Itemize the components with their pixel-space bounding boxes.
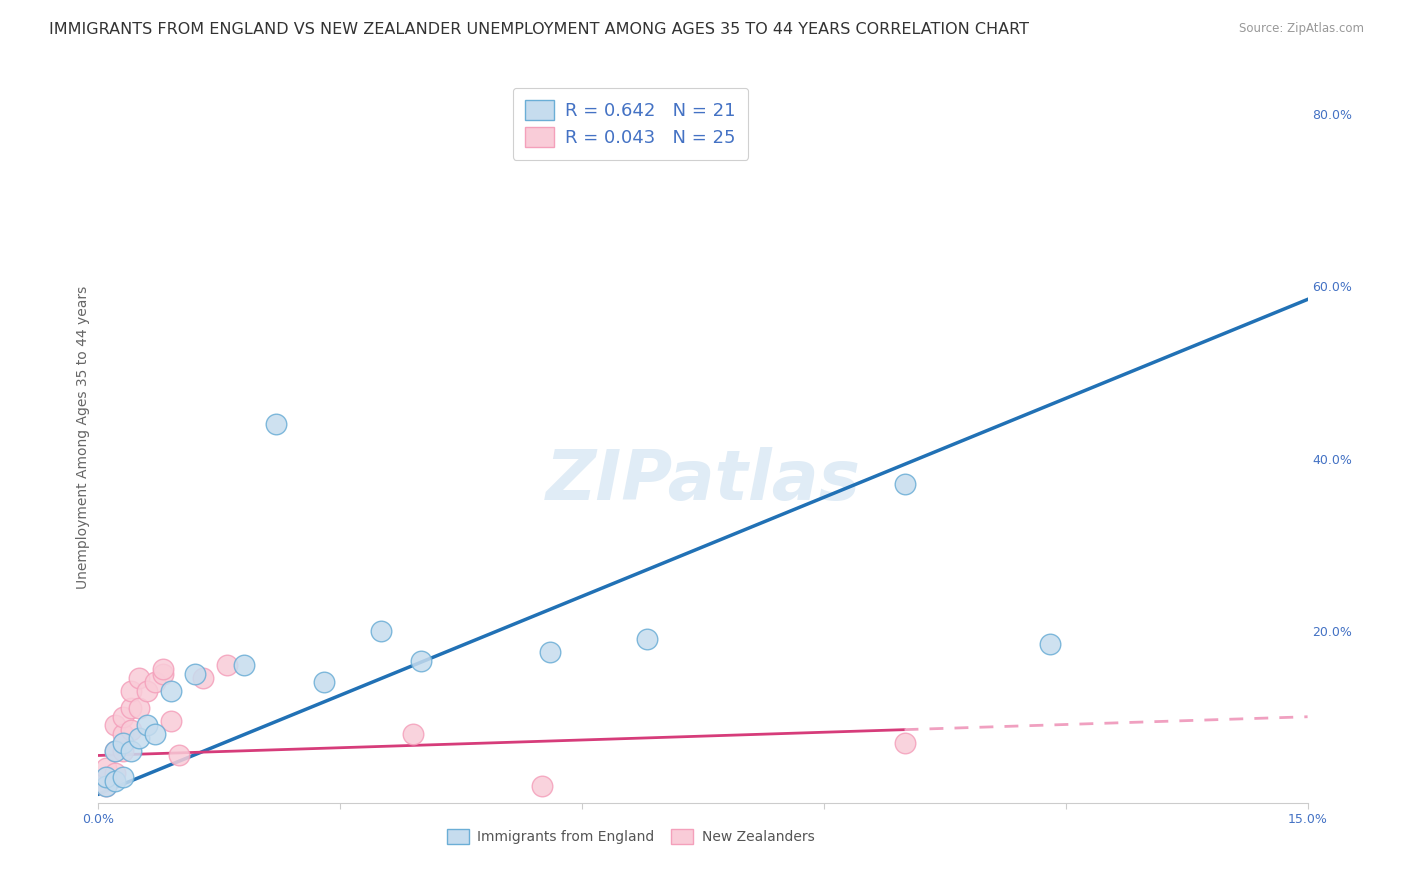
Point — [1039, 637, 1062, 651]
Point — [96, 779, 118, 793]
Point — [402, 727, 425, 741]
Point — [143, 727, 166, 741]
Point — [111, 744, 134, 758]
Point — [96, 779, 118, 793]
Point — [135, 718, 157, 732]
Text: ZIPatlas: ZIPatlas — [546, 448, 860, 515]
Point — [128, 731, 150, 746]
Point — [111, 735, 134, 749]
Point — [232, 658, 254, 673]
Text: IMMIGRANTS FROM ENGLAND VS NEW ZEALANDER UNEMPLOYMENT AMONG AGES 35 TO 44 YEARS : IMMIGRANTS FROM ENGLAND VS NEW ZEALANDER… — [49, 22, 1029, 37]
Point — [264, 417, 287, 432]
Point — [893, 477, 915, 491]
Point — [538, 645, 561, 659]
Point — [120, 701, 142, 715]
Point — [143, 675, 166, 690]
Point — [193, 671, 215, 685]
Y-axis label: Unemployment Among Ages 35 to 44 years: Unemployment Among Ages 35 to 44 years — [76, 285, 90, 589]
Point — [103, 744, 125, 758]
Point — [103, 765, 125, 780]
Point — [314, 675, 336, 690]
Point — [217, 658, 239, 673]
Point — [96, 761, 118, 775]
Point — [152, 662, 174, 676]
Point — [111, 770, 134, 784]
Point — [128, 671, 150, 685]
Point — [152, 666, 174, 681]
Point — [103, 774, 125, 789]
Point — [160, 684, 183, 698]
Text: Source: ZipAtlas.com: Source: ZipAtlas.com — [1239, 22, 1364, 36]
Point — [160, 714, 183, 728]
Point — [120, 723, 142, 737]
Point — [167, 748, 190, 763]
Point — [636, 632, 658, 647]
Point — [120, 684, 142, 698]
Point — [103, 718, 125, 732]
Point — [96, 770, 118, 784]
Point — [893, 735, 915, 749]
Legend: Immigrants from England, New Zealanders: Immigrants from England, New Zealanders — [440, 822, 821, 851]
Point — [111, 710, 134, 724]
Point — [370, 624, 392, 638]
Point — [103, 744, 125, 758]
Point — [96, 770, 118, 784]
Point — [184, 666, 207, 681]
Point — [128, 701, 150, 715]
Point — [135, 684, 157, 698]
Point — [409, 654, 432, 668]
Point — [111, 727, 134, 741]
Point — [530, 779, 553, 793]
Point — [120, 744, 142, 758]
